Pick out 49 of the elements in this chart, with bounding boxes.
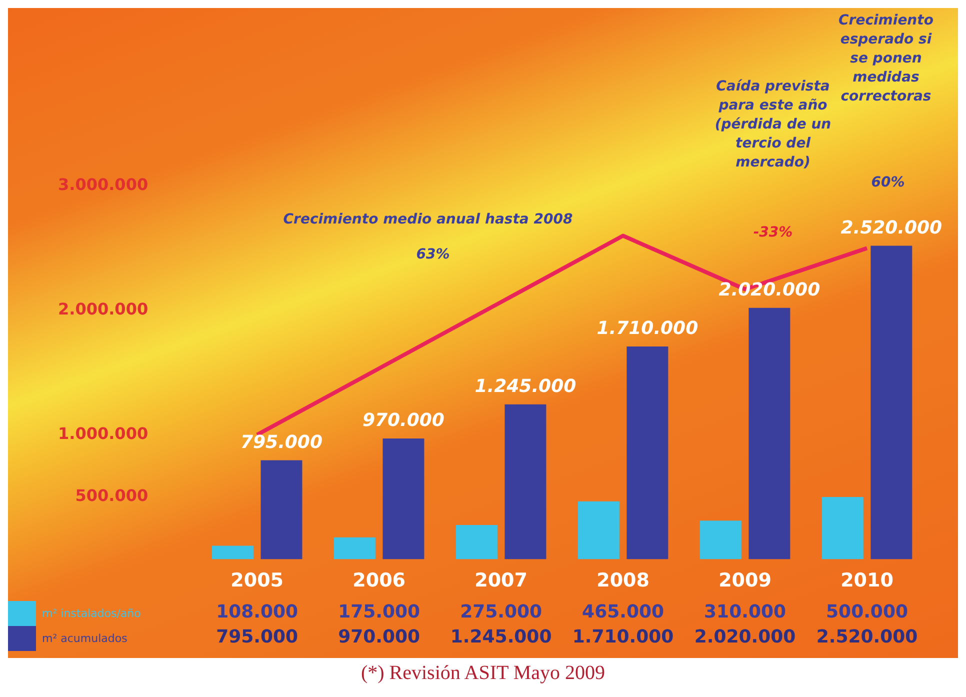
text: 2.020.000: [718, 280, 820, 301]
text: (*) Revisión ASIT Mayo 2009: [360, 662, 606, 685]
data-label: 1.245.000: [450, 626, 552, 648]
annotation: -33%: [753, 224, 793, 241]
bar: [578, 501, 620, 560]
bar: [212, 546, 254, 560]
bar: [260, 460, 302, 560]
annotation: 60%: [871, 174, 905, 191]
data-label: 465.000: [582, 602, 664, 623]
bar: [626, 346, 668, 560]
data-label: 2.020.000: [694, 626, 796, 648]
text: Crecimiento esperado si se ponen medidas correctoras: [838, 12, 934, 105]
bar: [822, 497, 864, 560]
text: 2.520.000: [840, 217, 942, 238]
x-tick-label: 2008: [596, 570, 650, 592]
data-label: 275.000: [460, 602, 542, 623]
annotation: 63%: [416, 246, 450, 263]
data-label: 175.000: [338, 602, 420, 623]
x-tick-label: 2006: [352, 570, 406, 592]
data-label: 2.520.000: [816, 626, 918, 648]
data-label: 500.000: [826, 602, 908, 623]
text: Caída prevista para este año (pérdida de un tercio del mercado): [714, 78, 832, 171]
data-label: 310.000: [704, 602, 786, 623]
data-label: 1.710.000: [572, 626, 674, 648]
x-tick-label: 2009: [718, 570, 772, 592]
bar: [334, 537, 376, 560]
y-tick-label: 1.000.000: [58, 424, 148, 443]
bar: [504, 404, 546, 560]
legend-label: m² instalados/año: [42, 607, 141, 620]
text: 970.000: [362, 410, 444, 432]
y-tick-label: 2.000.000: [58, 300, 148, 319]
x-tick-label: 2007: [474, 570, 528, 592]
text: 1.245.000: [474, 376, 576, 397]
data-label: 970.000: [338, 626, 420, 648]
y-tick-label: 500.000: [75, 486, 148, 506]
bar: [456, 524, 498, 560]
bar: [700, 520, 742, 560]
data-label: 108.000: [216, 602, 298, 623]
bar: [382, 438, 424, 560]
x-tick-label: 2005: [230, 570, 284, 592]
text: 795.000: [240, 432, 322, 453]
data-label: 795.000: [216, 626, 298, 648]
annotation: Crecimiento medio anual hasta 2008: [283, 212, 573, 228]
bar: [870, 246, 912, 560]
bar: [748, 308, 790, 560]
text: 1.710.000: [596, 318, 698, 340]
x-tick-label: 2010: [840, 570, 894, 592]
y-tick-label: 3.000.000: [58, 175, 148, 194]
legend-label: m² acumulados: [42, 632, 128, 645]
